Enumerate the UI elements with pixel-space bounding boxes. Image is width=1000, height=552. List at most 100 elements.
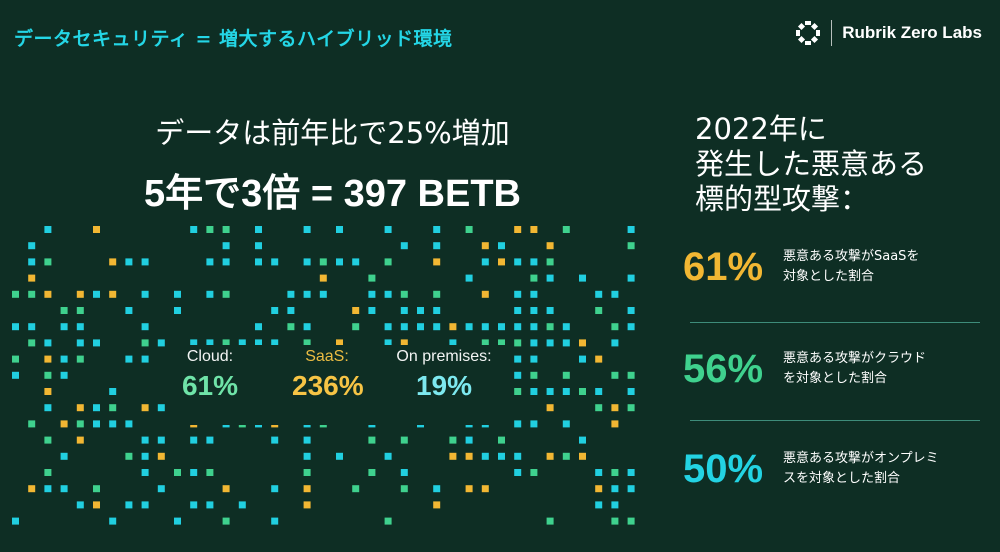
data-dot xyxy=(125,452,133,460)
data-dot xyxy=(303,485,311,493)
stat-onprem-value: 19% xyxy=(415,370,473,401)
data-dot xyxy=(109,388,117,395)
data-dot xyxy=(303,436,311,444)
data-dot xyxy=(514,290,522,298)
data-dot xyxy=(514,258,522,266)
data-dot xyxy=(271,307,279,314)
data-dot xyxy=(28,420,36,428)
data-dot xyxy=(352,485,360,493)
data-dot xyxy=(449,452,457,460)
data-dot xyxy=(206,469,214,476)
data-dot xyxy=(579,436,586,444)
data-dot xyxy=(611,501,619,509)
data-dot xyxy=(141,404,149,412)
data-dot xyxy=(44,339,52,347)
data-dot xyxy=(206,226,214,233)
data-dot xyxy=(611,485,619,493)
data-dot xyxy=(125,307,133,314)
data-dot xyxy=(546,323,554,331)
data-dot xyxy=(255,258,262,266)
data-dot xyxy=(627,517,635,525)
data-dot xyxy=(595,355,603,363)
data-dot xyxy=(627,323,635,331)
data-dot xyxy=(352,323,360,331)
attack-stat-saas-desc-line-2: 対象とした割合 xyxy=(783,269,875,284)
data-dot xyxy=(433,226,441,233)
data-dot xyxy=(546,388,554,395)
data-dot xyxy=(125,258,133,266)
data-dot xyxy=(93,290,100,298)
data-dot xyxy=(28,323,36,331)
data-dot xyxy=(611,469,619,476)
data-dot xyxy=(562,452,570,460)
data-dot xyxy=(514,469,522,476)
data-dot xyxy=(271,517,279,525)
stat-onprem-label: On premises: xyxy=(396,348,492,365)
data-dot xyxy=(44,388,52,395)
brand-divider xyxy=(831,20,833,46)
data-dot xyxy=(352,307,360,314)
data-dot xyxy=(190,226,198,233)
data-dot xyxy=(222,290,230,298)
stat-saas-label: SaaS: xyxy=(305,348,349,365)
data-dot xyxy=(60,307,68,314)
data-dot xyxy=(12,517,19,525)
attack-stat-onprem-desc-line-2: スを対象とした割合 xyxy=(783,471,901,486)
stat-saas: SaaS: 236% xyxy=(292,348,364,402)
data-dot xyxy=(222,517,230,525)
data-dot xyxy=(368,290,376,298)
data-dot xyxy=(109,290,117,298)
data-dot xyxy=(595,501,603,509)
data-dot xyxy=(498,323,505,331)
data-dot xyxy=(368,274,376,282)
data-dot xyxy=(400,469,408,476)
data-dot xyxy=(433,501,441,509)
data-dot xyxy=(60,323,68,331)
data-dot xyxy=(28,339,36,347)
data-dot xyxy=(93,485,100,493)
data-dot xyxy=(417,323,424,331)
data-dot xyxy=(336,258,343,266)
data-dot xyxy=(60,355,68,363)
data-dot xyxy=(109,420,117,428)
data-dot xyxy=(222,242,230,250)
data-dot xyxy=(303,226,311,233)
data-dot xyxy=(336,452,343,460)
data-dot xyxy=(579,388,586,395)
data-dot xyxy=(384,452,392,460)
data-dot xyxy=(141,355,149,363)
data-dot xyxy=(44,469,52,476)
data-dot xyxy=(546,339,554,347)
data-dot xyxy=(384,517,392,525)
data-dot xyxy=(433,485,441,493)
data-dot xyxy=(125,501,133,509)
data-dot xyxy=(255,323,262,331)
data-dot xyxy=(93,404,100,412)
attack-stat-cloud-desc-line-1: 悪意ある攻撃がクラウド xyxy=(783,351,927,366)
data-dot xyxy=(514,388,522,395)
data-dot xyxy=(514,323,522,331)
data-dot xyxy=(449,436,457,444)
data-dot xyxy=(433,242,441,250)
headline-total: 5年で3倍 = 397 BETB xyxy=(144,173,521,215)
data-dot xyxy=(627,388,635,395)
data-dot xyxy=(190,501,198,509)
data-dot xyxy=(400,307,408,314)
data-dot xyxy=(611,371,619,379)
data-dot xyxy=(368,436,376,444)
data-dot xyxy=(157,436,165,444)
stat-cloud-value: 61% xyxy=(181,370,239,401)
data-dot xyxy=(303,290,311,298)
data-dot xyxy=(93,420,100,428)
data-dot xyxy=(44,258,52,266)
data-dot xyxy=(319,258,327,266)
data-dot xyxy=(190,436,198,444)
data-dot xyxy=(481,242,489,250)
data-dot xyxy=(141,290,149,298)
data-dot xyxy=(28,242,36,250)
data-dot xyxy=(562,371,570,379)
data-dot xyxy=(433,290,441,298)
data-dot xyxy=(157,404,165,412)
data-dot xyxy=(595,388,603,395)
right-title-line-3: 標的型攻撃： xyxy=(695,182,870,216)
